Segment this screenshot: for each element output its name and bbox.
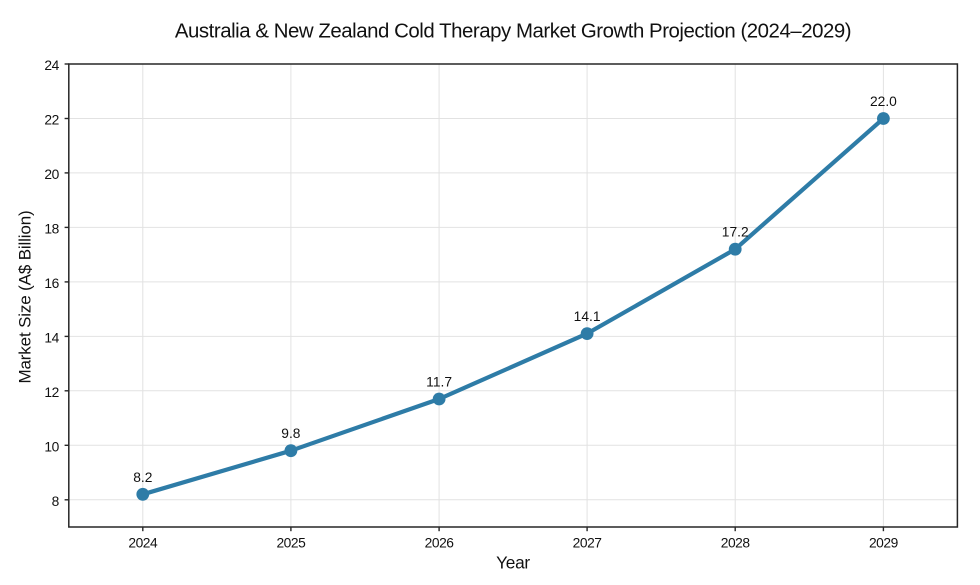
svg-text:2024: 2024: [128, 536, 158, 551]
svg-text:20: 20: [44, 167, 59, 182]
svg-text:14: 14: [44, 331, 59, 346]
svg-text:16: 16: [44, 276, 59, 291]
svg-text:22.0: 22.0: [870, 94, 897, 109]
svg-text:9.8: 9.8: [281, 426, 301, 441]
svg-text:Australia & New Zealand Cold T: Australia & New Zealand Cold Therapy Mar…: [175, 21, 851, 43]
svg-text:2027: 2027: [573, 536, 602, 551]
svg-text:18: 18: [44, 222, 59, 237]
svg-text:8.2: 8.2: [133, 470, 152, 485]
svg-text:2028: 2028: [721, 536, 751, 551]
svg-text:10: 10: [44, 440, 59, 455]
svg-text:11.7: 11.7: [426, 375, 452, 390]
svg-text:12: 12: [44, 385, 58, 400]
svg-text:2029: 2029: [869, 536, 899, 551]
svg-text:2026: 2026: [425, 536, 455, 551]
svg-text:8: 8: [52, 494, 60, 509]
svg-text:Market Size (A$ Billion): Market Size (A$ Billion): [16, 210, 35, 383]
svg-text:Year: Year: [496, 553, 530, 573]
svg-text:17.2: 17.2: [722, 225, 749, 240]
svg-text:22: 22: [44, 113, 58, 128]
svg-text:14.1: 14.1: [574, 309, 601, 324]
svg-text:2025: 2025: [276, 536, 306, 551]
svg-text:24: 24: [44, 58, 59, 73]
